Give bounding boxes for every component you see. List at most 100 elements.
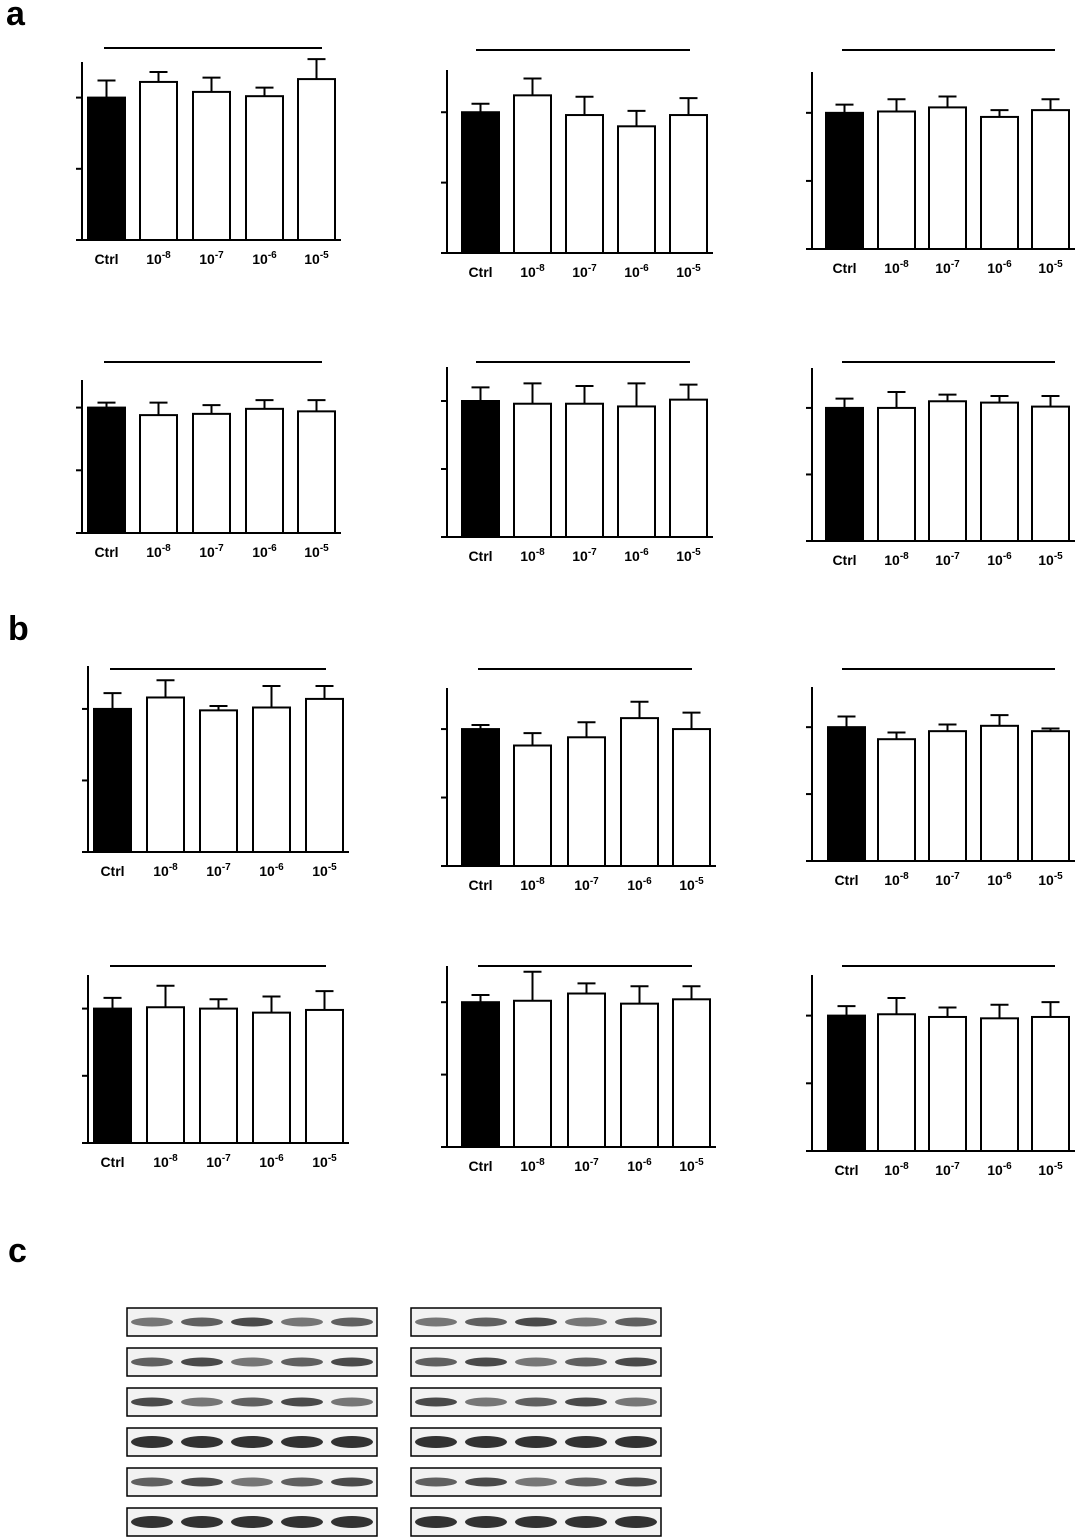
- blot-band: [615, 1397, 657, 1407]
- x-tick-label: 10-6: [627, 1157, 652, 1174]
- x-tick-label: 10-5: [312, 862, 337, 879]
- x-tick-label: 10-8: [146, 250, 171, 267]
- bar-10-7: [928, 1015, 967, 1152]
- blot-band: [515, 1516, 557, 1528]
- bar-10-8: [513, 94, 552, 255]
- bar-10-5: [1031, 405, 1070, 543]
- blot-band: [281, 1477, 323, 1487]
- blot-band: [231, 1317, 273, 1327]
- x-tick-label: 10-5: [304, 250, 329, 267]
- bar-10-6: [617, 125, 656, 254]
- bar-10-5: [672, 728, 711, 867]
- bar-Ctrl: [461, 400, 500, 538]
- bar-10-7: [928, 106, 967, 251]
- x-tick-label: Ctrl: [468, 548, 492, 564]
- bar-10-5: [1031, 1015, 1070, 1152]
- blot-band: [181, 1477, 223, 1487]
- blot-band: [281, 1357, 323, 1367]
- x-tick-label: 10-6: [624, 263, 649, 280]
- bar-10-7: [928, 730, 967, 863]
- blot-band: [565, 1436, 607, 1448]
- blot-band: [331, 1436, 373, 1448]
- x-tick-label: 10-7: [206, 862, 231, 879]
- bar-10-8: [513, 402, 552, 538]
- bar-10-8: [139, 414, 178, 534]
- chart-10: Ctrl 10-8 10-7 10-6 10-5: [82, 965, 349, 1170]
- blot-band: [465, 1357, 507, 1367]
- bar-Ctrl: [461, 111, 500, 254]
- blot-band: [231, 1516, 273, 1528]
- x-tick-label: 10-7: [935, 871, 960, 888]
- bar-10-8: [877, 406, 916, 542]
- blot-band: [615, 1357, 657, 1367]
- bar-10-8: [513, 999, 552, 1149]
- bar-10-5: [297, 78, 336, 241]
- x-tick-label: 10-8: [520, 876, 545, 893]
- x-tick-label: 10-6: [627, 876, 652, 893]
- bar-10-6: [980, 1017, 1019, 1152]
- blot-band: [281, 1516, 323, 1528]
- blot-band: [131, 1436, 173, 1448]
- blot-band: [515, 1436, 557, 1448]
- x-tick-label: 10-8: [884, 871, 909, 888]
- bar-10-5: [1031, 109, 1070, 250]
- blot-band: [181, 1397, 223, 1407]
- panel-letter-c: c: [8, 1232, 27, 1270]
- x-tick-label: 10-5: [304, 543, 329, 560]
- bar-10-6: [617, 405, 656, 538]
- blot-band: [331, 1357, 373, 1367]
- blot-band: [415, 1477, 457, 1487]
- blot-band: [331, 1477, 373, 1487]
- x-tick-label: 10-5: [1038, 259, 1063, 276]
- bar-10-5: [669, 398, 708, 539]
- blot-band: [615, 1477, 657, 1487]
- x-tick-label: 10-8: [146, 543, 171, 560]
- x-tick-label: 10-7: [935, 1161, 960, 1178]
- chart-6: Ctrl 10-8 10-7 10-6 10-5: [806, 361, 1075, 568]
- x-tick-label: 10-6: [252, 250, 277, 267]
- blot-band: [131, 1477, 173, 1487]
- x-tick-label: 10-6: [259, 862, 284, 879]
- blot-band: [181, 1317, 223, 1327]
- bar-10-6: [252, 1011, 291, 1145]
- bar-10-6: [620, 1002, 659, 1149]
- bar-Ctrl: [87, 406, 126, 534]
- blot-band: [231, 1436, 273, 1448]
- bar-Ctrl: [827, 1014, 866, 1152]
- bar-10-7: [567, 736, 606, 867]
- chart-2: Ctrl 10-8 10-7 10-6 10-5: [441, 49, 713, 280]
- blot-band: [331, 1516, 373, 1528]
- blot-band: [131, 1397, 173, 1407]
- chart-9: Ctrl 10-8 10-7 10-6 10-5: [806, 668, 1075, 888]
- bar-10-8: [877, 1013, 916, 1152]
- bar-10-5: [305, 1008, 344, 1144]
- blot-band: [181, 1436, 223, 1448]
- bar-10-8: [877, 110, 916, 250]
- blot-band: [415, 1317, 457, 1327]
- bar-Ctrl: [825, 111, 864, 250]
- blot-band: [515, 1397, 557, 1407]
- blot-band: [331, 1397, 373, 1407]
- x-tick-label: 10-5: [312, 1153, 337, 1170]
- bar-10-7: [567, 992, 606, 1149]
- x-tick-label: 10-7: [206, 1153, 231, 1170]
- bar-Ctrl: [461, 1001, 500, 1149]
- x-tick-label: 10-7: [574, 1157, 599, 1174]
- blot-band: [281, 1397, 323, 1407]
- bar-10-6: [980, 115, 1019, 250]
- blot-band: [415, 1516, 457, 1528]
- blot-band: [415, 1436, 457, 1448]
- blot-band: [465, 1436, 507, 1448]
- bar-10-8: [146, 696, 185, 853]
- blot-band: [281, 1317, 323, 1327]
- x-tick-label: 10-7: [199, 250, 224, 267]
- x-tick-label: 10-8: [884, 259, 909, 276]
- x-tick-label: 10-7: [572, 263, 597, 280]
- x-tick-label: 10-5: [1038, 871, 1063, 888]
- bar-10-8: [877, 738, 916, 863]
- x-tick-label: 10-5: [1038, 1161, 1063, 1178]
- x-tick-label: 10-6: [252, 543, 277, 560]
- x-tick-label: Ctrl: [832, 552, 856, 568]
- x-tick-label: 10-7: [935, 551, 960, 568]
